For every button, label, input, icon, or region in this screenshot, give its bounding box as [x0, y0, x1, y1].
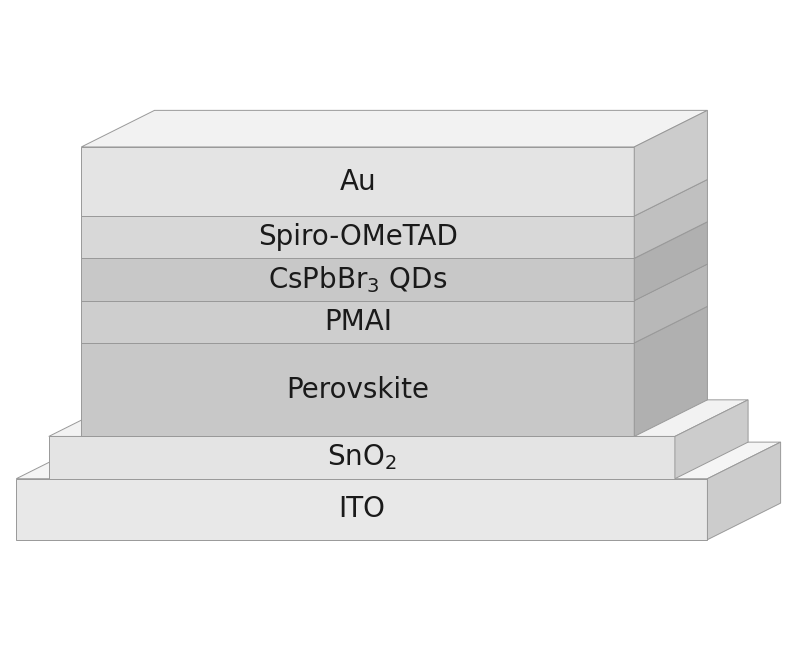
Polygon shape	[81, 306, 708, 343]
Polygon shape	[81, 147, 634, 216]
Polygon shape	[634, 180, 708, 258]
Polygon shape	[49, 437, 675, 479]
Polygon shape	[81, 222, 708, 258]
Text: Perovskite: Perovskite	[287, 376, 429, 404]
Polygon shape	[634, 222, 708, 300]
Polygon shape	[81, 300, 634, 343]
Polygon shape	[81, 216, 634, 258]
Polygon shape	[634, 306, 708, 437]
Polygon shape	[634, 110, 708, 216]
Polygon shape	[16, 479, 708, 539]
Polygon shape	[81, 110, 708, 147]
Text: ITO: ITO	[338, 495, 386, 523]
Polygon shape	[16, 442, 781, 479]
Text: SnO$_2$: SnO$_2$	[327, 443, 397, 472]
Text: CsPbBr$_3$ QDs: CsPbBr$_3$ QDs	[268, 264, 448, 295]
Polygon shape	[634, 264, 708, 343]
Polygon shape	[81, 180, 708, 216]
Polygon shape	[81, 258, 634, 300]
Text: Spiro-OMeTAD: Spiro-OMeTAD	[258, 224, 458, 251]
Text: PMAI: PMAI	[324, 307, 392, 336]
Polygon shape	[81, 343, 634, 437]
Polygon shape	[675, 400, 748, 479]
Polygon shape	[49, 400, 748, 437]
Polygon shape	[81, 264, 708, 300]
Polygon shape	[708, 442, 781, 539]
Text: Au: Au	[340, 167, 376, 196]
